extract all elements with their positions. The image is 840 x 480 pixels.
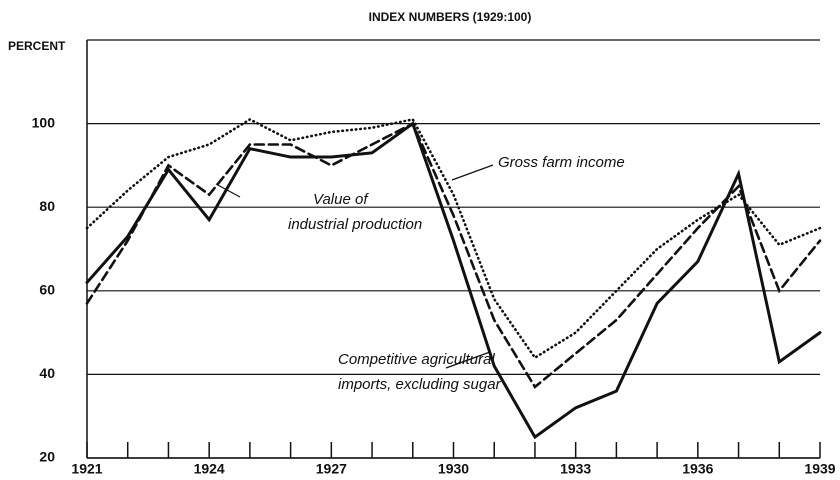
annotation: Gross farm income [498,154,625,171]
series-line [85,121,822,440]
x-tick-label: 1921 [71,461,102,477]
annotation: Competitive agricultural [338,351,495,368]
annotation: industrial production [288,216,422,233]
x-tick-label: 1927 [316,461,347,477]
x-tick-label: 1936 [682,461,713,477]
leader-lines [215,164,494,369]
x-tick-label: 1924 [194,461,225,477]
y-tick-label: 40 [39,365,55,381]
leader-line [215,183,241,198]
y-tick-label: 80 [39,198,55,214]
y-tick-label: 20 [39,449,55,465]
series-line [85,117,822,360]
x-tick-label: 1930 [438,461,469,477]
x-tick-label: 1933 [560,461,591,477]
chart-title: INDEX NUMBERS (1929:100) [369,10,532,24]
leader-line [445,351,491,369]
y-tick-label: 100 [32,114,56,130]
annotation: Value of [313,191,369,208]
y-tick-label: 60 [39,282,55,298]
x-tick-label: 1939 [804,461,835,477]
annotation: imports, excluding sugar [338,376,502,393]
series-line [85,121,822,389]
leader-line [451,164,494,181]
y-axis-label: PERCENT [8,39,66,53]
